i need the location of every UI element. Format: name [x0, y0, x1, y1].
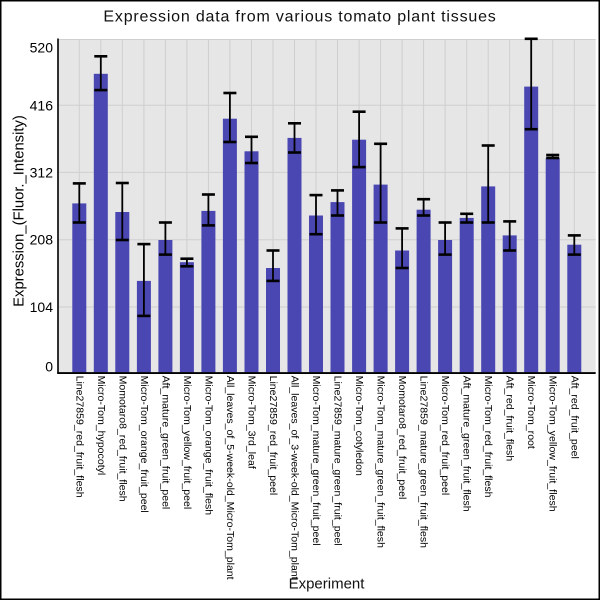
svg-text:Line27859_red_fruit_peel: Line27859_red_fruit_peel: [267, 376, 279, 496]
svg-text:Micro-Tom_red_fruit_peel: Micro-Tom_red_fruit_peel: [439, 376, 451, 496]
svg-text:Aft_mature_green_fruit_flesh: Aft_mature_green_fruit_flesh: [461, 376, 473, 512]
svg-text:Micro-Tom_mature_green_fruit_f: Micro-Tom_mature_green_fruit_flesh: [375, 376, 387, 548]
svg-text:Micro-Tom_root: Micro-Tom_root: [525, 376, 537, 449]
svg-text:Micro-Tom_orange_fruit_peel: Micro-Tom_orange_fruit_peel: [138, 376, 150, 513]
svg-text:Aft_red_fruit_peel: Aft_red_fruit_peel: [568, 376, 580, 459]
svg-text:520: 520: [30, 40, 54, 56]
svg-text:Micro-Tom_cotyledon: Micro-Tom_cotyledon: [353, 376, 365, 476]
svg-text:Momotaro8_red_fruit_peel: Momotaro8_red_fruit_peel: [396, 376, 408, 500]
svg-text:Micro-Tom_orange_fruit_flesh: Micro-Tom_orange_fruit_flesh: [202, 376, 214, 516]
svg-text:Micro-Tom_3rd_leaf: Micro-Tom_3rd_leaf: [246, 376, 258, 469]
svg-text:Experiment: Experiment: [289, 576, 366, 593]
svg-text:Micro-Tom_yellow_fruit_peel: Micro-Tom_yellow_fruit_peel: [181, 376, 193, 510]
svg-text:104: 104: [30, 299, 54, 315]
svg-text:Line27859_mature_green_fruit_p: Line27859_mature_green_fruit_peel: [332, 376, 344, 546]
svg-text:208: 208: [30, 232, 54, 248]
svg-text:Micro-Tom_yellow_fruit_flesh: Micro-Tom_yellow_fruit_flesh: [547, 376, 559, 512]
svg-text:Micro-Tom_red_fruit_flesh: Micro-Tom_red_fruit_flesh: [482, 376, 494, 498]
svg-text:All_leaves_of_3-week-old_Micro: All_leaves_of_3-week-old_Micro-Tom_plant: [289, 376, 301, 580]
svg-text:Momotaro8_red_fruit_flesh: Momotaro8_red_fruit_flesh: [116, 376, 128, 502]
svg-text:Line27859_mature_green_fruit_f: Line27859_mature_green_fruit_flesh: [418, 376, 430, 549]
svg-text:312: 312: [30, 164, 54, 180]
svg-text:Aft_red_fruit_flesh: Aft_red_fruit_flesh: [504, 376, 516, 462]
svg-text:Line27859_red_fruit_flesh: Line27859_red_fruit_flesh: [73, 376, 85, 498]
svg-text:Expression data from various t: Expression data from various tomato plan…: [103, 9, 496, 26]
svg-text:Micro-Tom_mature_green_fruit_p: Micro-Tom_mature_green_fruit_peel: [310, 376, 322, 546]
svg-text:0: 0: [45, 359, 53, 375]
svg-text:Micro-Tom_hypocotyl: Micro-Tom_hypocotyl: [95, 376, 107, 476]
svg-text:Aft_mature_green_fruit_peel: Aft_mature_green_fruit_peel: [159, 376, 171, 510]
svg-text:All_leaves_of_5-week-old_Micro: All_leaves_of_5-week-old_Micro-Tom_plant: [224, 376, 236, 580]
svg-text:Expression_(Fluor._Intensity): Expression_(Fluor._Intensity): [12, 115, 28, 307]
svg-text:416: 416: [30, 97, 54, 113]
